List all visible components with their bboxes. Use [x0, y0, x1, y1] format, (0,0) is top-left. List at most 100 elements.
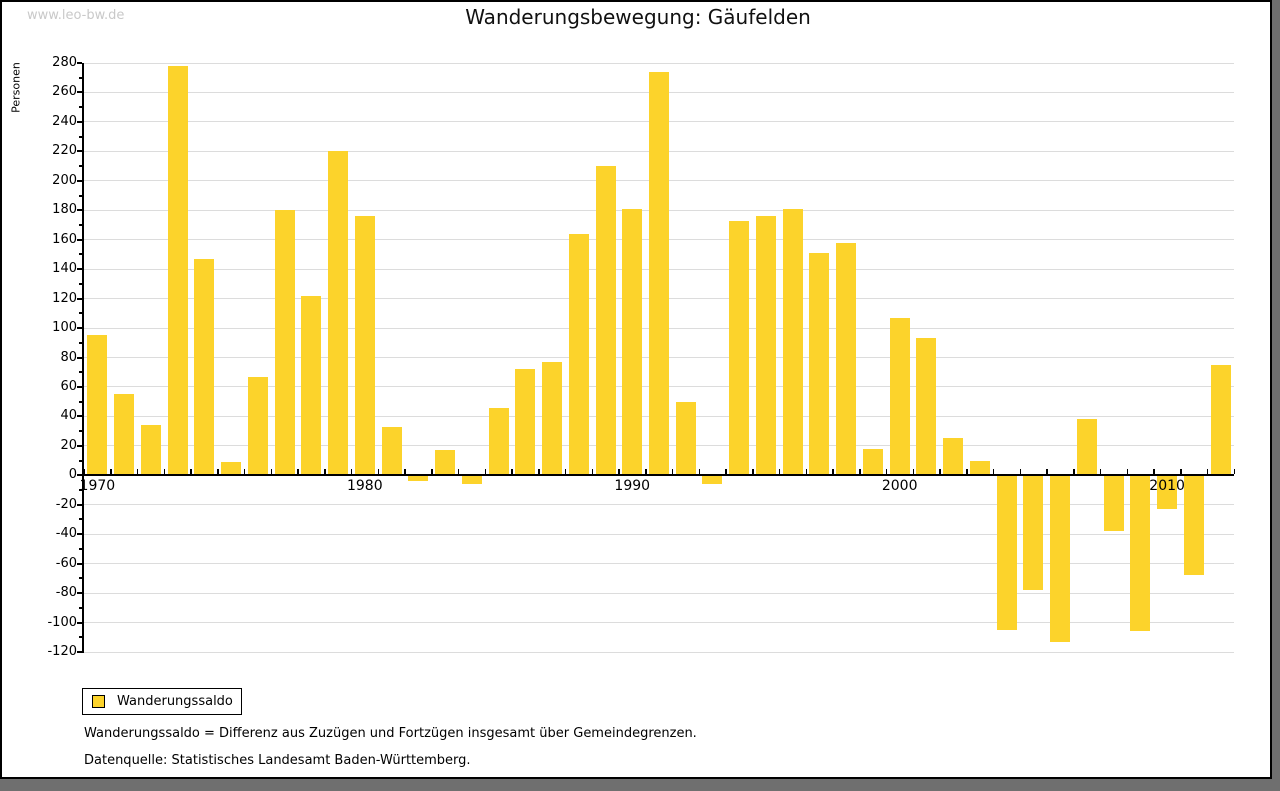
bar-1996 [782, 208, 803, 476]
y-major-tick-0 [77, 474, 82, 477]
bar-1970 [87, 335, 108, 476]
bar-2003 [969, 460, 990, 476]
x-tick-35 [1019, 469, 1022, 475]
legend-swatch-icon [92, 695, 105, 708]
bar-1997 [809, 252, 830, 476]
y-major-tick-260 [77, 91, 82, 94]
x-tick-39 [1126, 469, 1129, 475]
bar-1987 [542, 361, 563, 476]
bar-2005 [1023, 475, 1044, 591]
y-minor-tick-10 [79, 459, 82, 462]
x-tick-3 [163, 469, 166, 475]
bar-2011 [1183, 475, 1204, 576]
y-tick-label--60: -60 [55, 555, 77, 571]
x-tick-40 [1153, 469, 1155, 475]
y-minor-tick--10 [79, 489, 82, 492]
y-tick-label--40: -40 [55, 526, 77, 542]
bar-1998 [836, 242, 857, 476]
bar-2006 [1050, 475, 1071, 642]
bar-1999 [862, 448, 883, 476]
gridline--20 [84, 504, 1234, 506]
y-major-tick-20 [77, 444, 82, 447]
chart-canvas: www.leo-bw.de Wanderungsbewegung: Gäufel… [0, 0, 1272, 779]
x-tick-24 [725, 469, 727, 475]
x-tick-32 [939, 469, 941, 475]
y-tick-label-40: 40 [60, 408, 77, 424]
y-tick-label-0: 0 [68, 467, 77, 483]
y-major-tick-240 [77, 120, 82, 123]
y-tick-label-20: 20 [60, 437, 77, 453]
bar-1986 [515, 369, 536, 476]
x-tick-42 [1206, 469, 1209, 475]
x-tick-1 [110, 469, 112, 475]
bar-2012 [1210, 364, 1231, 476]
y-tick-label-80: 80 [60, 349, 77, 365]
x-tick-14 [457, 469, 460, 475]
y-major-tick-180 [77, 209, 82, 212]
x-tick-36 [1046, 469, 1048, 475]
bar-2009 [1130, 475, 1151, 632]
x-tick-17 [538, 469, 540, 475]
bar-1982 [408, 475, 429, 482]
y-major-tick-40 [77, 415, 82, 418]
bar-1973 [167, 65, 188, 476]
bar-1993 [702, 475, 723, 485]
bar-1978 [301, 295, 322, 476]
y-tick-label-180: 180 [52, 202, 77, 218]
y-major-tick--60 [77, 562, 82, 565]
y-tick-label-220: 220 [52, 143, 77, 159]
y-major-tick--20 [77, 503, 82, 506]
x-tick-7 [270, 469, 273, 475]
y-tick-label-100: 100 [52, 320, 77, 336]
x-axis-label-2000: 2000 [881, 478, 918, 495]
gridline-280 [84, 62, 1234, 64]
x-axis-label-1970: 1970 [79, 478, 116, 495]
y-minor-tick--50 [79, 547, 82, 550]
x-tick-38 [1099, 469, 1102, 475]
x-tick-2 [136, 469, 139, 475]
y-minor-tick--90 [79, 606, 82, 609]
bar-1977 [274, 210, 295, 476]
bar-1984 [461, 475, 482, 485]
y-minor-tick-230 [79, 135, 82, 138]
y-major-tick--40 [77, 533, 82, 536]
bar-1975 [221, 462, 242, 476]
bar-1988 [568, 233, 589, 476]
y-minor-tick-250 [79, 106, 82, 109]
x-tick-31 [912, 469, 915, 475]
y-axis-title: Personen [9, 62, 23, 113]
y-minor-tick-110 [79, 312, 82, 315]
y-minor-tick--110 [79, 636, 82, 639]
footnote-source: Datenquelle: Statistisches Landesamt Bad… [84, 753, 471, 768]
bar-2007 [1076, 419, 1097, 476]
bar-1974 [194, 258, 215, 476]
x-tick-27 [805, 469, 808, 475]
gridline--100 [84, 622, 1234, 624]
y-major-tick-80 [77, 356, 82, 359]
x-tick-19 [591, 469, 594, 475]
plot-area: Personen -120 -100 -80 -60 -40 -20 0 20 40 60 80 10… [2, 2, 1274, 781]
bar-2008 [1103, 475, 1124, 532]
x-tick-34 [992, 469, 995, 475]
bar-1994 [729, 220, 750, 476]
bar-2000 [889, 317, 910, 476]
bar-1972 [140, 425, 161, 476]
x-tick-25 [752, 469, 754, 475]
legend-label: Wanderungssaldo [117, 694, 233, 709]
x-tick-41 [1180, 469, 1182, 475]
y-major-tick--80 [77, 592, 82, 595]
y-minor-tick-50 [79, 400, 82, 403]
x-tick-9 [324, 469, 326, 475]
y-major-tick-280 [77, 62, 82, 64]
y-minor-tick-130 [79, 282, 82, 285]
y-minor-tick--30 [79, 518, 82, 521]
gridline--120 [84, 651, 1234, 653]
y-tick-label--120: -120 [47, 644, 77, 659]
x-tick-0 [83, 469, 85, 475]
x-tick-22 [671, 469, 674, 475]
bar-1979 [328, 151, 349, 476]
y-major-tick-60 [77, 385, 82, 388]
x-tick-21 [645, 469, 647, 475]
y-tick-label-160: 160 [52, 231, 77, 247]
y-major-tick--100 [77, 621, 82, 624]
